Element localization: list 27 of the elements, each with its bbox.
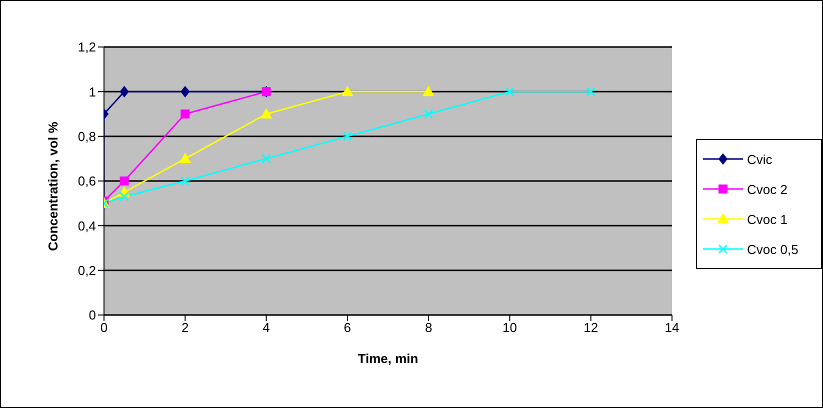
x-tick-label: 14: [664, 320, 680, 336]
y-tick-label: 0: [88, 308, 96, 323]
y-axis-title: Concentration, vol %: [46, 121, 61, 251]
point: [120, 176, 129, 186]
point: [342, 86, 353, 96]
point: [180, 153, 191, 164]
x-tick-label: 10: [502, 320, 517, 336]
x-tick-label: 2: [182, 320, 189, 336]
point: [260, 108, 272, 118]
y-tick-label: 1,2: [78, 40, 96, 55]
y-tick-label: 0,4: [78, 218, 96, 234]
x-tick-label: 4: [262, 320, 270, 336]
y-tick-label: 0,2: [78, 262, 96, 278]
x-tick-label: 12: [584, 320, 598, 336]
x-tick-label: 8: [424, 320, 432, 336]
point: [423, 86, 434, 96]
y-tick-label: 1: [88, 84, 96, 100]
legend-label: Cvoc 1: [747, 212, 788, 226]
x-tick-label: 0: [100, 320, 108, 336]
y-tick-label: 0,8: [78, 128, 96, 144]
point: [180, 110, 190, 118]
x-tick-label: 6: [344, 320, 352, 336]
legend-label: Cvoc 0,5: [747, 242, 798, 256]
legend-label: Cvic: [747, 152, 772, 166]
x-axis-title: Time, min: [358, 351, 418, 366]
legend-label: Cvoc 2: [747, 182, 788, 196]
y-tick-label: 0,6: [78, 174, 96, 189]
